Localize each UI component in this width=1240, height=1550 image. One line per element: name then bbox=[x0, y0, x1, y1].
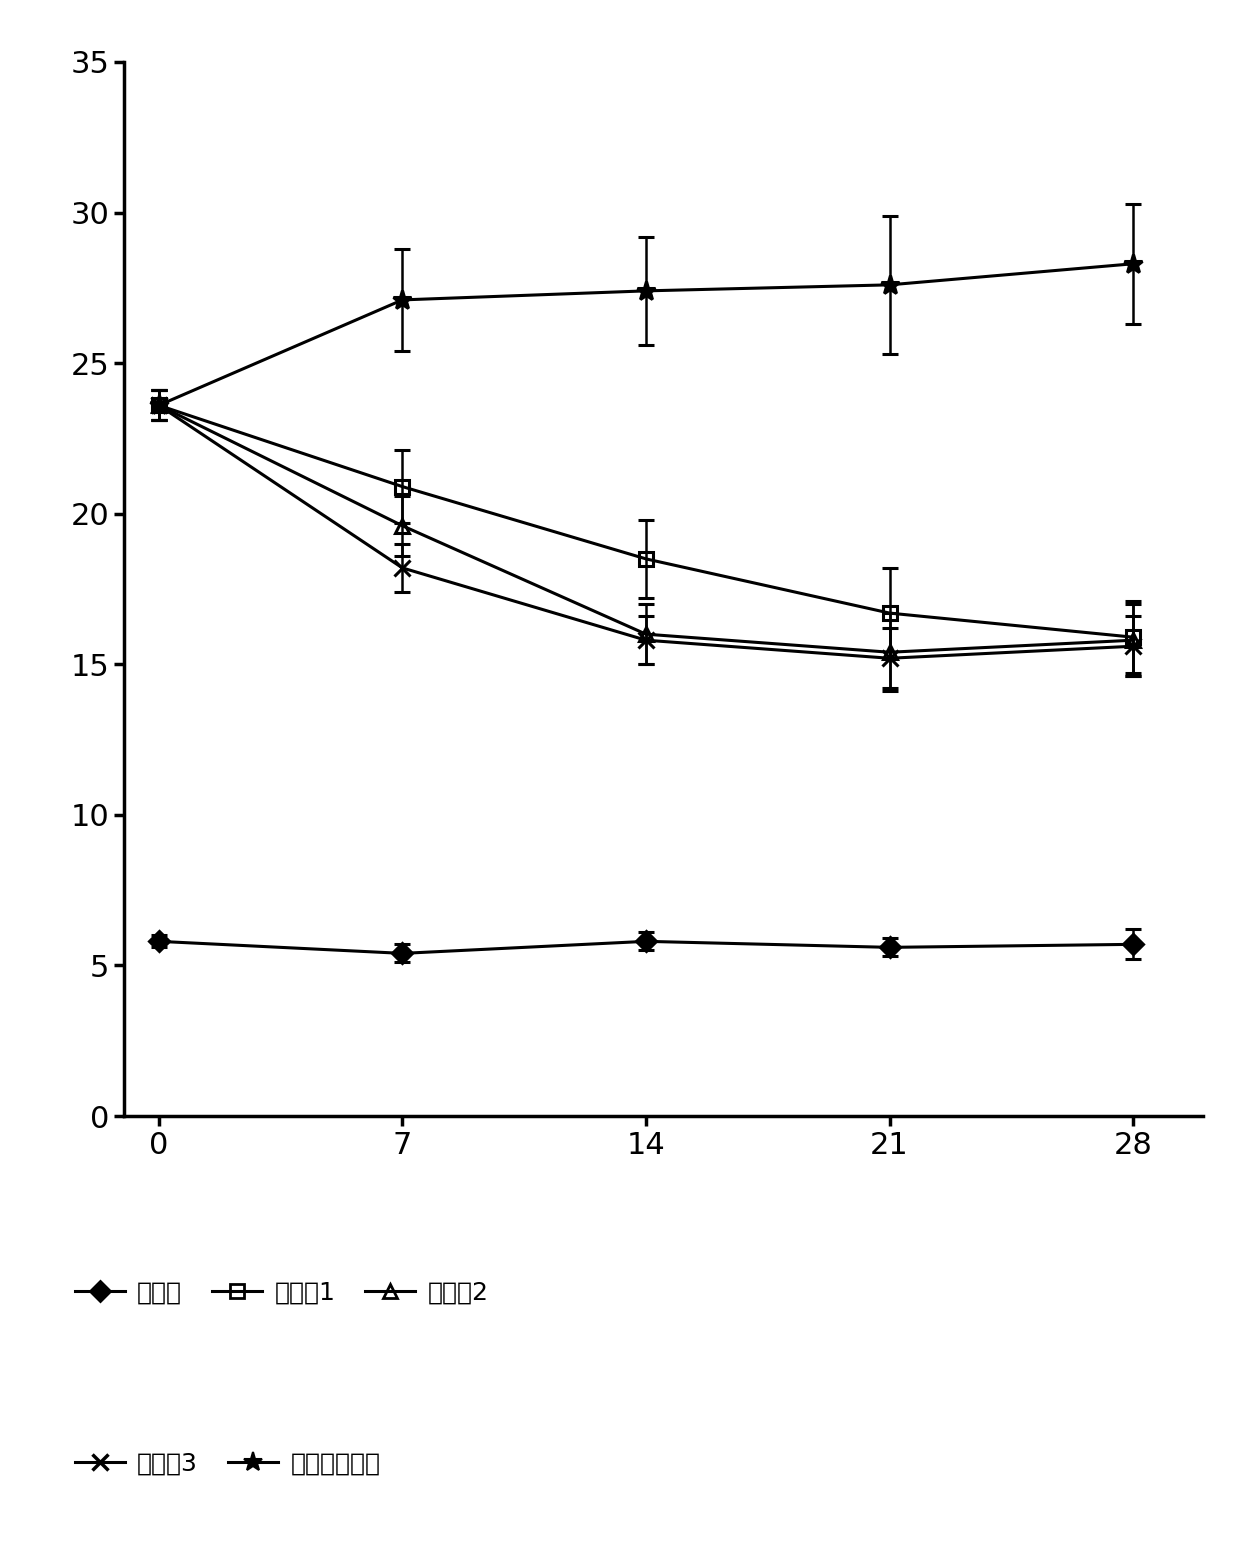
Legend: 实施例3, 高血糖对照组: 实施例3, 高血糖对照组 bbox=[74, 1451, 381, 1476]
Legend: 正常组, 实施例1, 实施例2: 正常组, 实施例1, 实施例2 bbox=[74, 1280, 489, 1305]
